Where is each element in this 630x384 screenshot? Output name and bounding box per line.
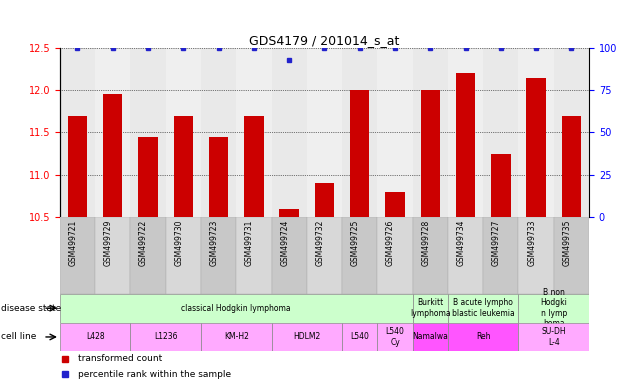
Bar xyxy=(448,323,518,351)
Bar xyxy=(518,217,554,294)
Text: GSM499724: GSM499724 xyxy=(280,219,289,266)
Text: GSM499730: GSM499730 xyxy=(175,219,183,266)
Title: GDS4179 / 201014_s_at: GDS4179 / 201014_s_at xyxy=(249,34,399,47)
Text: GSM499729: GSM499729 xyxy=(104,219,113,266)
Bar xyxy=(456,73,475,217)
Bar xyxy=(244,116,263,217)
Bar xyxy=(413,294,448,323)
Bar xyxy=(307,48,342,217)
Text: GSM499727: GSM499727 xyxy=(492,219,501,266)
Bar xyxy=(272,217,307,294)
Text: GSM499723: GSM499723 xyxy=(210,219,219,266)
Bar xyxy=(130,323,201,351)
Text: L540
Cy: L540 Cy xyxy=(386,327,404,347)
Bar xyxy=(342,48,377,217)
Bar xyxy=(139,137,158,217)
Text: L1236: L1236 xyxy=(154,333,178,341)
Bar xyxy=(201,323,272,351)
Bar xyxy=(421,90,440,217)
Text: GSM499728: GSM499728 xyxy=(421,219,430,265)
Bar xyxy=(60,323,130,351)
Bar xyxy=(554,217,589,294)
Bar xyxy=(518,294,589,323)
Bar xyxy=(166,217,201,294)
Text: transformed count: transformed count xyxy=(78,354,163,363)
Bar xyxy=(315,183,334,217)
Text: L428: L428 xyxy=(86,333,105,341)
Bar xyxy=(342,217,377,294)
Bar xyxy=(272,323,342,351)
Text: GSM499725: GSM499725 xyxy=(351,219,360,266)
Bar xyxy=(377,48,413,217)
Text: GSM499726: GSM499726 xyxy=(386,219,395,266)
Text: GSM499735: GSM499735 xyxy=(563,219,571,266)
Text: L540: L540 xyxy=(350,333,369,341)
Bar xyxy=(377,323,413,351)
Bar xyxy=(174,116,193,217)
Bar xyxy=(483,217,518,294)
Bar xyxy=(491,154,510,217)
Bar xyxy=(483,48,518,217)
Text: GSM499721: GSM499721 xyxy=(69,219,77,265)
Bar xyxy=(518,323,589,351)
Text: Burkitt
lymphoma: Burkitt lymphoma xyxy=(410,298,450,318)
Text: GSM499732: GSM499732 xyxy=(316,219,324,266)
Bar xyxy=(272,48,307,217)
Text: B non
Hodgki
n lymp
homa: B non Hodgki n lymp homa xyxy=(541,288,567,328)
Text: GSM499733: GSM499733 xyxy=(527,219,536,266)
Text: B acute lympho
blastic leukemia: B acute lympho blastic leukemia xyxy=(452,298,515,318)
Bar xyxy=(68,116,87,217)
Bar xyxy=(60,48,95,217)
Bar xyxy=(236,217,272,294)
Bar xyxy=(350,90,369,217)
Bar xyxy=(448,217,483,294)
Bar xyxy=(103,94,122,217)
Text: KM-H2: KM-H2 xyxy=(224,333,249,341)
Bar xyxy=(166,48,201,217)
Bar xyxy=(60,294,413,323)
Text: Reh: Reh xyxy=(476,333,491,341)
Bar xyxy=(562,116,581,217)
Text: disease state: disease state xyxy=(1,304,61,313)
Bar xyxy=(307,217,342,294)
Bar xyxy=(448,294,518,323)
Text: Namalwa: Namalwa xyxy=(413,333,448,341)
Text: GSM499731: GSM499731 xyxy=(245,219,254,266)
Text: GSM499722: GSM499722 xyxy=(139,219,148,265)
Bar xyxy=(130,217,166,294)
Bar xyxy=(413,217,448,294)
Text: SU-DH
L-4: SU-DH L-4 xyxy=(541,327,566,347)
Bar xyxy=(342,323,377,351)
Bar xyxy=(95,48,130,217)
Bar xyxy=(236,48,272,217)
Text: GSM499734: GSM499734 xyxy=(457,219,466,266)
Bar xyxy=(413,323,448,351)
Bar xyxy=(518,48,554,217)
Bar xyxy=(60,217,95,294)
Bar xyxy=(527,78,546,217)
Bar xyxy=(209,137,228,217)
Bar xyxy=(377,217,413,294)
Bar xyxy=(130,48,166,217)
Text: HDLM2: HDLM2 xyxy=(293,333,321,341)
Text: classical Hodgkin lymphoma: classical Hodgkin lymphoma xyxy=(181,304,291,313)
Bar xyxy=(201,48,236,217)
Bar xyxy=(95,217,130,294)
Bar xyxy=(280,209,299,217)
Bar xyxy=(554,48,589,217)
Bar xyxy=(386,192,404,217)
Bar xyxy=(201,217,236,294)
Bar xyxy=(448,48,483,217)
Text: cell line: cell line xyxy=(1,333,36,341)
Bar xyxy=(413,48,448,217)
Text: percentile rank within the sample: percentile rank within the sample xyxy=(78,370,231,379)
